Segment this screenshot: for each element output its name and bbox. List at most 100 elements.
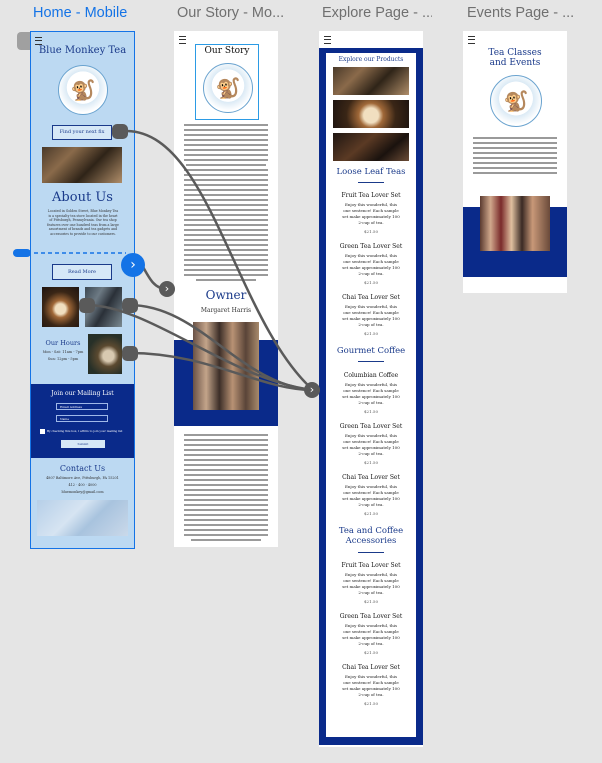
group-photo — [480, 196, 550, 251]
product-price: $21.50 — [364, 409, 378, 414]
cups-photo — [42, 147, 122, 183]
wire-handle-find[interactable] — [112, 124, 128, 139]
product-photo-accessories — [333, 133, 409, 161]
menu-icon[interactable] — [179, 36, 186, 44]
menu-icon[interactable] — [35, 37, 42, 45]
product-desc: Enjoy this wonderful, this one sentence!… — [342, 623, 400, 646]
product-card[interactable]: Chai Tea Lover Set Enjoy this wonderful,… — [326, 474, 416, 516]
target-arrow-explore-icon[interactable]: › — [304, 382, 320, 398]
our-hours-title: Our Hours — [45, 339, 81, 347]
mailing-submit[interactable]: Submit — [61, 440, 105, 448]
owner-name: Margaret Harris — [200, 307, 252, 314]
section-title-gourmet-coffee: Gourmet Coffee — [336, 346, 406, 356]
product-desc: Enjoy this wonderful, this one sentence!… — [342, 433, 400, 456]
product-name: Green Tea Lover Set — [339, 243, 403, 250]
product-price: $21.50 — [364, 701, 378, 706]
product-desc: Enjoy this wonderful, this one sentence!… — [342, 253, 400, 276]
wire-handle-home-left[interactable] — [13, 249, 31, 257]
artboard-events[interactable]: Tea Classes and Events 🐒 — [463, 31, 567, 293]
product-price: $21.50 — [364, 460, 378, 465]
hours-line1: Mon - Sat: 11am - 7pm — [42, 350, 84, 354]
product-desc: Enjoy this wonderful, this one sentence!… — [342, 674, 400, 697]
story-title-box: Our Story 🐒 — [195, 44, 259, 120]
artboard-our-story[interactable]: Our Story 🐒 Owner Margaret Harris — [174, 31, 278, 547]
product-card[interactable]: Chai Tea Lover Set Enjoy this wonderful,… — [326, 294, 416, 336]
product-photo-tea — [333, 67, 409, 95]
mailing-checkbox-label: By checking this box, I affirm to join y… — [47, 429, 123, 433]
product-desc: Enjoy this wonderful, this one sentence!… — [342, 484, 400, 507]
contact-address: 4807 Baltimore Ave, Pittsburgh, PA 15201 — [46, 476, 119, 480]
owner-title: Owner — [205, 288, 247, 302]
about-title: About Us — [52, 190, 113, 205]
section-rule — [358, 361, 384, 362]
story-text-block-2 — [184, 431, 268, 544]
about-body: Located in Golden Street, Blue Monkey Te… — [47, 209, 119, 236]
wire-handle-drinks[interactable] — [122, 298, 138, 313]
contact-email: bluemonkey@gmail.com — [61, 490, 104, 494]
product-price: $21.50 — [364, 650, 378, 655]
product-name: Green Tea Lover Set — [339, 613, 403, 620]
artboard-explore[interactable]: Explore our Products Loose Leaf Teas Fru… — [319, 31, 423, 747]
mailing-email-field[interactable]: Email Address — [56, 403, 108, 410]
product-desc: Enjoy this wonderful, this one sentence!… — [342, 304, 400, 327]
product-photo-coffee — [333, 100, 409, 128]
product-card[interactable]: Green Tea Lover Set Enjoy this wonderful… — [326, 243, 416, 285]
artboard-title-our-story[interactable]: Our Story - Mo... — [177, 5, 285, 21]
mailing-section: Join our Mailing List Email Address Name… — [31, 384, 134, 458]
monkey-logo: 🐒 — [58, 65, 108, 115]
section-rule — [358, 552, 384, 553]
events-title: Tea Classes and Events — [488, 48, 542, 68]
product-card[interactable]: Green Tea Lover Set Enjoy this wonderful… — [326, 423, 416, 465]
product-desc: Enjoy this wonderful, this one sentence!… — [342, 202, 400, 225]
product-name: Green Tea Lover Set — [339, 423, 403, 430]
product-price: $21.50 — [364, 511, 378, 516]
target-arrow-story-icon[interactable]: › — [159, 281, 175, 297]
map-image — [37, 500, 128, 536]
mailing-name-field[interactable]: Name — [56, 415, 108, 422]
artboard-tab — [17, 32, 31, 50]
product-price: $21.50 — [364, 331, 378, 336]
section-title-accessories: Tea and Coffee Accessories — [338, 526, 404, 546]
wire-handle-latte[interactable] — [79, 298, 95, 313]
monkey-logo: 🐒 — [490, 75, 542, 127]
artboard-title-events[interactable]: Events Page - ... — [467, 5, 575, 21]
explore-header: Explore our Products — [338, 56, 404, 63]
artboard-title-explore[interactable]: Explore Page - ... — [322, 5, 432, 21]
find-button[interactable]: Find your next fix — [52, 125, 112, 140]
product-desc: Enjoy this wonderful, this one sentence!… — [342, 382, 400, 405]
product-card[interactable]: Green Tea Lover Set Enjoy this wonderful… — [326, 613, 416, 655]
product-name: Fruit Tea Lover Set — [341, 192, 401, 199]
explore-frame: Explore our Products Loose Leaf Teas Fru… — [319, 48, 423, 745]
artboard-home[interactable]: Blue Monkey Tea 🐒 Find your next fix Abo… — [30, 31, 135, 549]
link-arrow-icon[interactable]: › — [121, 253, 145, 277]
product-name: Columbian Coffee — [343, 372, 399, 379]
store-photo — [193, 322, 259, 410]
menu-icon[interactable] — [468, 36, 475, 44]
monkey-icon: 🐒 — [215, 76, 241, 100]
product-name: Fruit Tea Lover Set — [341, 562, 401, 569]
menu-icon[interactable] — [324, 36, 331, 44]
events-text-block — [473, 134, 557, 177]
product-name: Chai Tea Lover Set — [342, 664, 400, 671]
mailing-checkbox[interactable] — [40, 429, 45, 434]
monkey-icon: 🐒 — [503, 89, 529, 113]
product-card[interactable]: Columbian Coffee Enjoy this wonderful, t… — [326, 372, 416, 414]
story-text-block-1 — [184, 121, 268, 284]
product-card[interactable]: Fruit Tea Lover Set Enjoy this wonderful… — [326, 562, 416, 604]
product-card[interactable]: Fruit Tea Lover Set Enjoy this wonderful… — [326, 192, 416, 234]
explore-content: Explore our Products Loose Leaf Teas Fru… — [326, 53, 416, 737]
artboard-title-home[interactable]: Home - Mobile — [33, 5, 128, 21]
hours-line2: Sun: 12pm - 5pm — [47, 357, 79, 361]
product-card[interactable]: Chai Tea Lover Set Enjoy this wonderful,… — [326, 664, 416, 706]
wire-handle-tea[interactable] — [122, 346, 138, 361]
product-name: Chai Tea Lover Set — [342, 474, 400, 481]
tea-photo — [88, 334, 122, 374]
read-more-button[interactable]: Read More — [52, 264, 112, 280]
contact-title: Contact Us — [59, 464, 106, 473]
section-title-loose-leaf: Loose Leaf Teas — [336, 167, 406, 177]
product-desc: Enjoy this wonderful, this one sentence!… — [342, 572, 400, 595]
product-price: $21.50 — [364, 280, 378, 285]
latte-photo — [42, 287, 79, 327]
product-price: $21.50 — [364, 599, 378, 604]
contact-phone: 412 · 400 · 4000 — [68, 483, 97, 487]
